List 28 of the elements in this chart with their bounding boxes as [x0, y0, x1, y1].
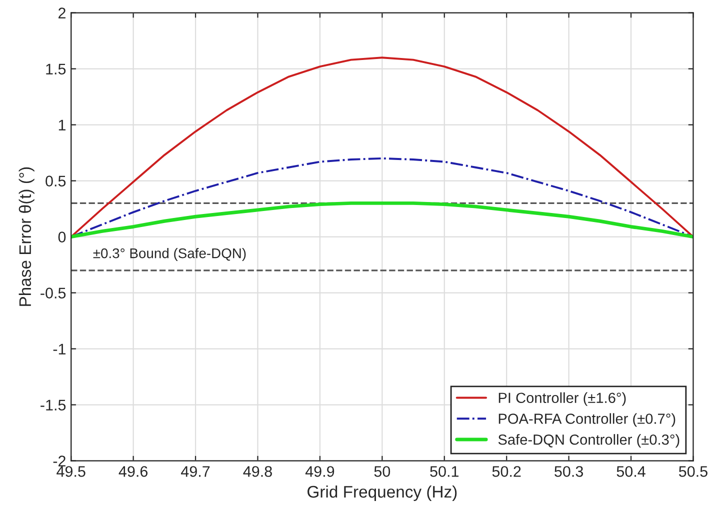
- x-tick-label: 50.2: [492, 466, 521, 477]
- y-axis-title: Phase Error θ(t) (°): [18, 167, 34, 306]
- x-tick-label: 49.9: [305, 466, 334, 477]
- y-tick-label: -0.5: [40, 288, 66, 298]
- line-series: [71, 201, 694, 239]
- x-tick-label: 50.4: [616, 466, 646, 477]
- annotation: ±0.3° Bound (Safe-DQN): [93, 248, 246, 261]
- x-tick-label: 49.7: [181, 466, 210, 477]
- x-axis-title: Grid Frequency (Hz): [308, 485, 457, 501]
- legend-label: PI Controller (±1.6°): [498, 392, 626, 406]
- x-tick-label: 50: [374, 466, 390, 477]
- x-tick-label: 49.5: [56, 466, 86, 477]
- legend-label: Safe-DQN Controller (±0.3°): [498, 434, 680, 448]
- y-tick-label: 1.5: [46, 64, 66, 74]
- y-tick-label: 2: [58, 8, 66, 18]
- x-tick-label: 49.6: [118, 466, 148, 477]
- legend-label: POA-RFA Controller (±0.7°): [498, 413, 676, 427]
- y-tick-label: -1: [53, 344, 66, 354]
- y-tick-label: -1.5: [40, 400, 66, 410]
- y-tick-label: -2: [53, 456, 66, 466]
- line-series: [71, 56, 694, 238]
- x-tick-label: 50.3: [554, 466, 583, 477]
- x-tick-label: 49.8: [243, 466, 272, 477]
- x-tick-label: 50.1: [430, 466, 458, 477]
- x-tick-label: 50.5: [678, 466, 708, 477]
- y-tick-label: 0: [58, 232, 66, 242]
- y-tick-label: 0.5: [46, 176, 66, 186]
- y-tick-label: 1: [58, 120, 66, 130]
